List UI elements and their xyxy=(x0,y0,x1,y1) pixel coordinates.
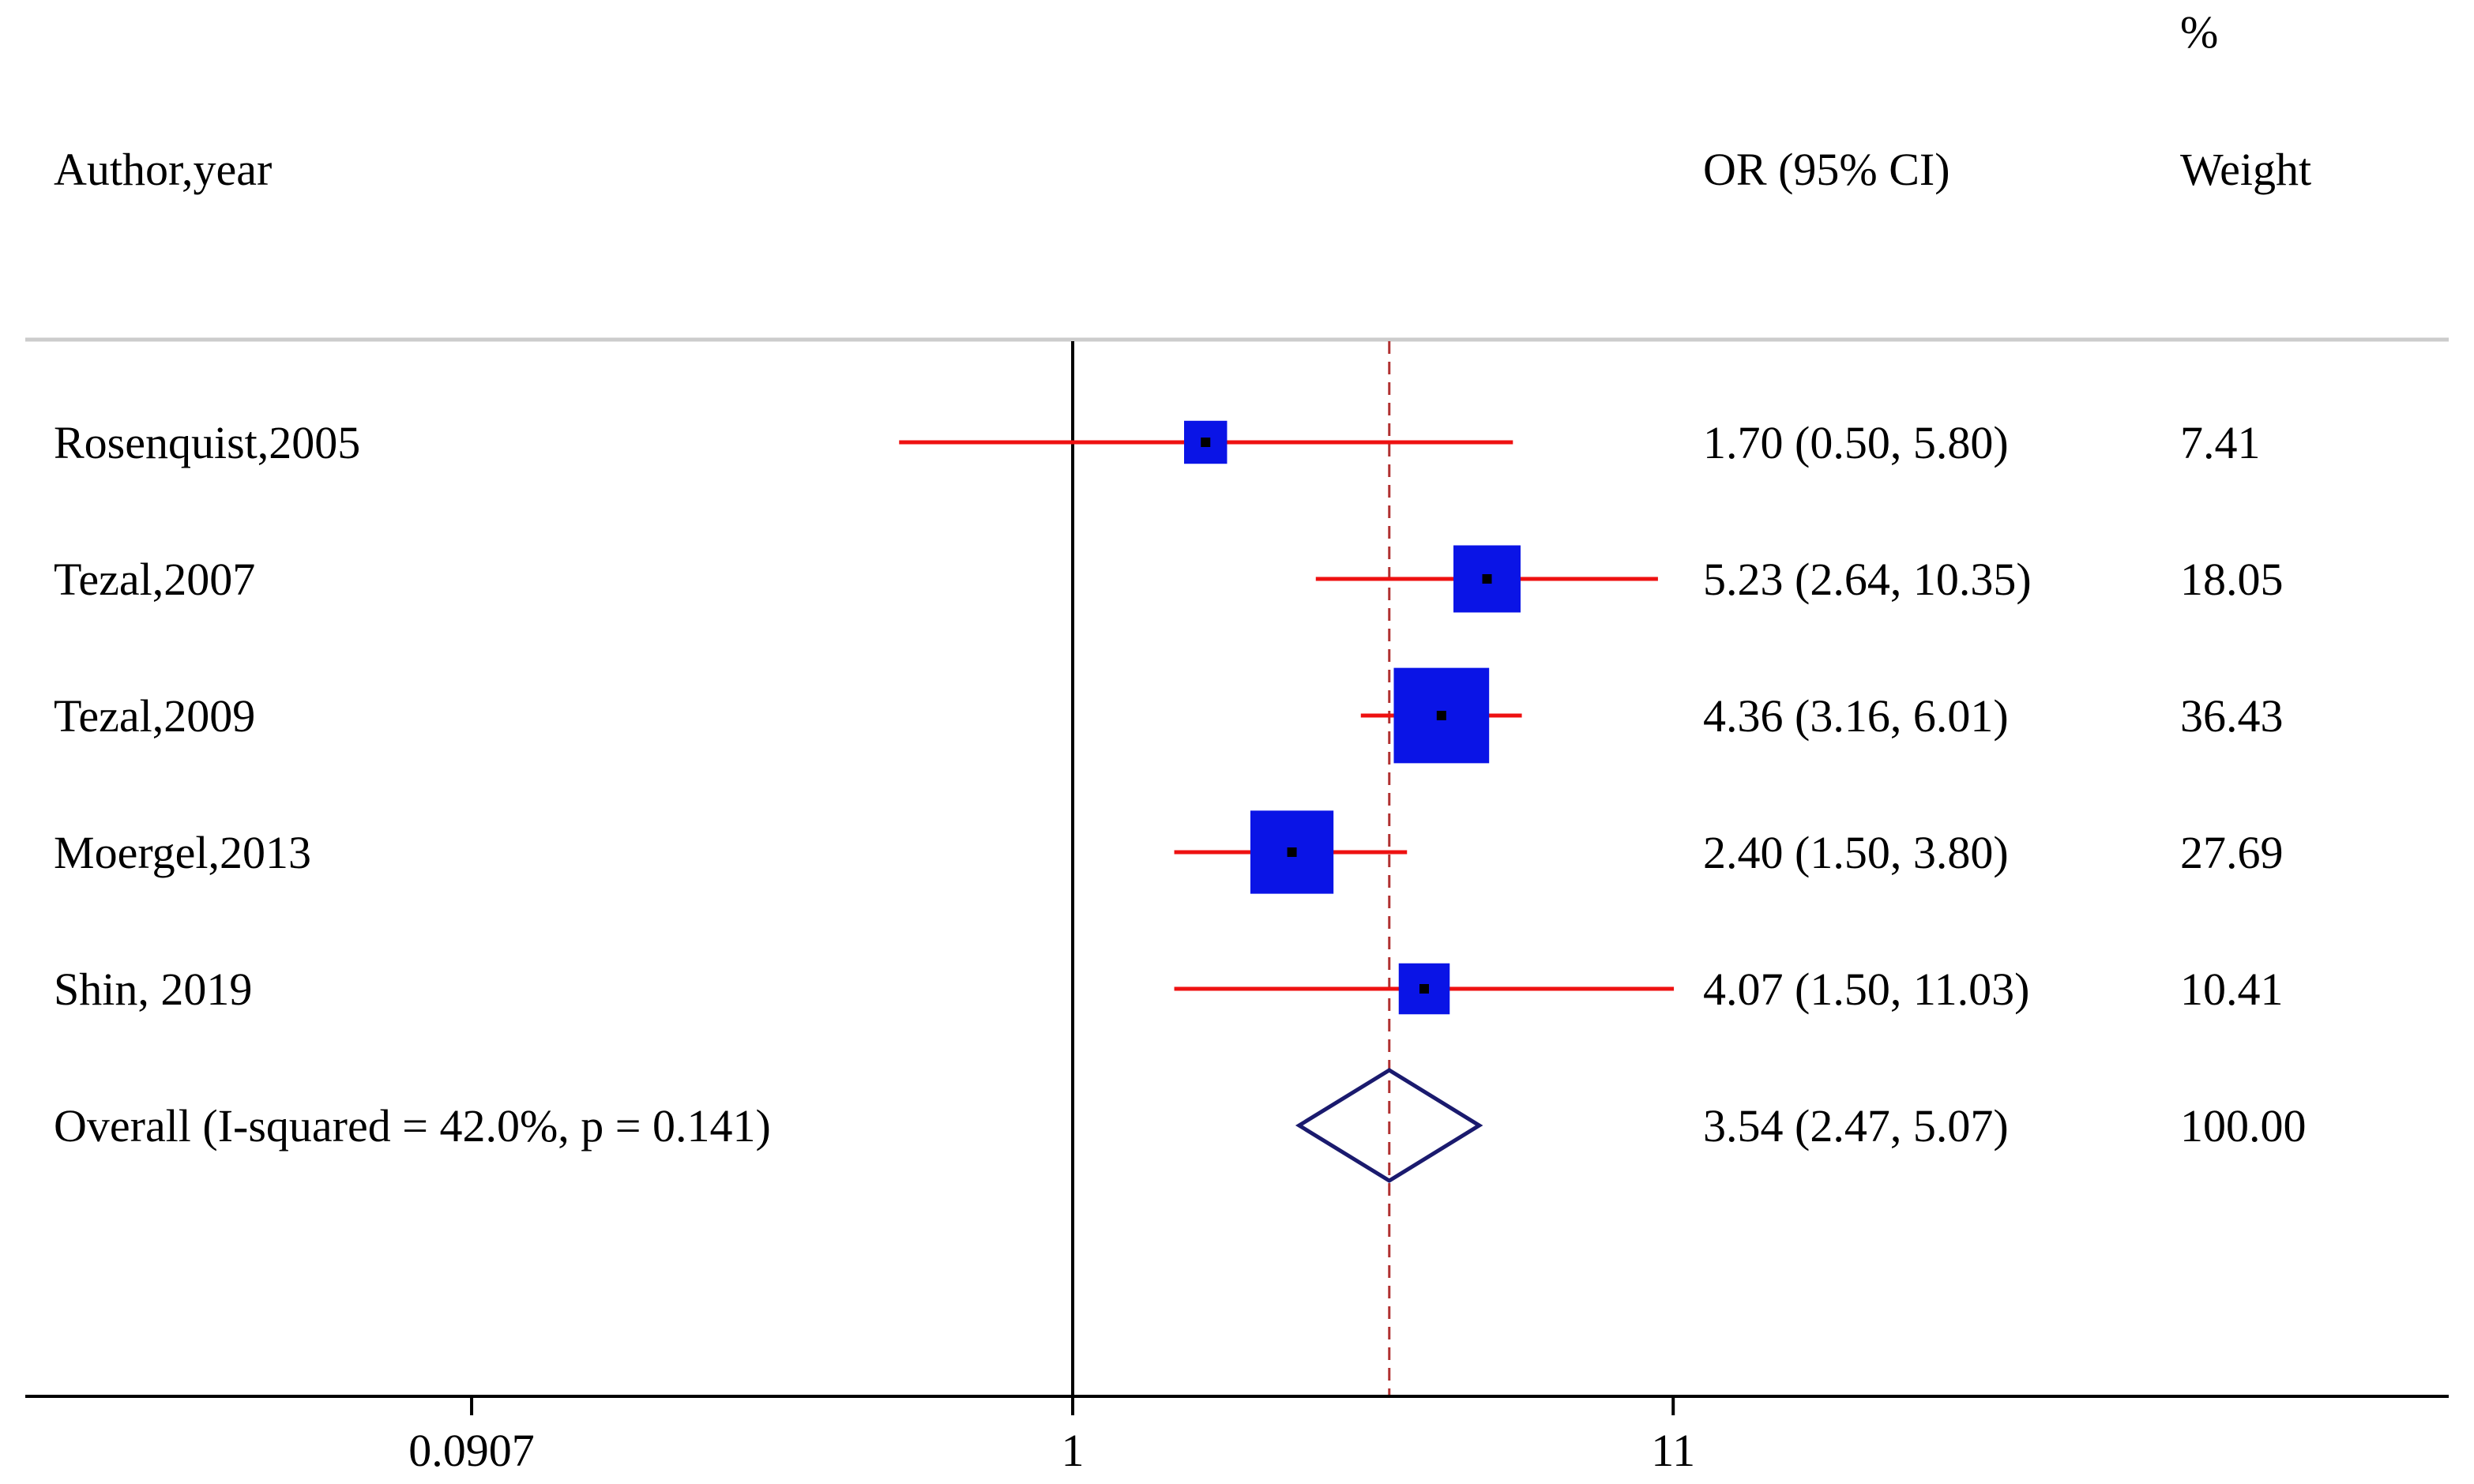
x-tick-label: 11 xyxy=(1651,1425,1695,1476)
overall-row: Overall (I-squared = 42.0%, p = 0.141) 3.… xyxy=(54,1068,2307,1183)
or-ci-value: 5.23 (2.64, 10.35) xyxy=(1703,554,2032,605)
point-estimate-marker xyxy=(1482,574,1492,584)
weight-percent-header: % xyxy=(2180,6,2218,58)
study-rows: Rosenquist,2005 1.70 (0.50, 5.80) 7.41 Teza… xyxy=(54,417,2284,1015)
study-row: Moergel,2013 2.40 (1.50, 3.80) 27.69 xyxy=(54,810,2284,894)
x-axis-ticks: 0.0907 1 11 xyxy=(408,1396,1695,1476)
x-tick-label: 0.0907 xyxy=(408,1425,535,1476)
x-tick-label: 1 xyxy=(1062,1425,1085,1476)
study-label: Shin, 2019 xyxy=(54,964,252,1015)
estimate-column-header: OR (95% CI) xyxy=(1703,144,1950,195)
weight-value: 10.41 xyxy=(2180,964,2284,1015)
overall-label: Overall (I-squared = 42.0%, p = 0.141) xyxy=(54,1100,771,1152)
study-label: Moergel,2013 xyxy=(54,827,311,878)
study-row: Tezal,2007 5.23 (2.64, 10.35) 18.05 xyxy=(54,545,2284,613)
study-label: Tezal,2007 xyxy=(54,554,255,605)
study-label: Tezal,2009 xyxy=(54,690,255,742)
point-estimate-marker xyxy=(1436,711,1446,720)
point-estimate-marker xyxy=(1201,438,1211,447)
weight-column-header: Weight xyxy=(2180,144,2311,195)
or-ci-value: 1.70 (0.50, 5.80) xyxy=(1703,417,2009,468)
or-ci-value: 4.36 (3.16, 6.01) xyxy=(1703,690,2009,742)
study-row: Rosenquist,2005 1.70 (0.50, 5.80) 7.41 xyxy=(54,417,2261,468)
point-estimate-marker xyxy=(1287,847,1297,857)
or-ci-value: 4.07 (1.50, 11.03) xyxy=(1703,964,2029,1015)
weight-value: 7.41 xyxy=(2180,417,2261,468)
or-ci-value: 2.40 (1.50, 3.80) xyxy=(1703,827,2009,878)
point-estimate-marker xyxy=(1419,984,1430,994)
weight-value: 18.05 xyxy=(2180,554,2284,605)
overall-or-ci-value: 3.54 (2.47, 5.07) xyxy=(1703,1100,2009,1152)
overall-weight-value: 100.00 xyxy=(2180,1100,2307,1152)
weight-value: 36.43 xyxy=(2180,690,2284,742)
weight-value: 27.69 xyxy=(2180,827,2284,878)
study-row: Tezal,2009 4.36 (3.16, 6.01) 36.43 xyxy=(54,667,2284,764)
study-label: Rosenquist,2005 xyxy=(54,417,360,468)
overall-diamond xyxy=(1295,1068,1483,1183)
study-column-header: Author,year xyxy=(54,144,272,195)
study-row: Shin, 2019 4.07 (1.50, 11.03) 10.41 xyxy=(54,963,2284,1015)
